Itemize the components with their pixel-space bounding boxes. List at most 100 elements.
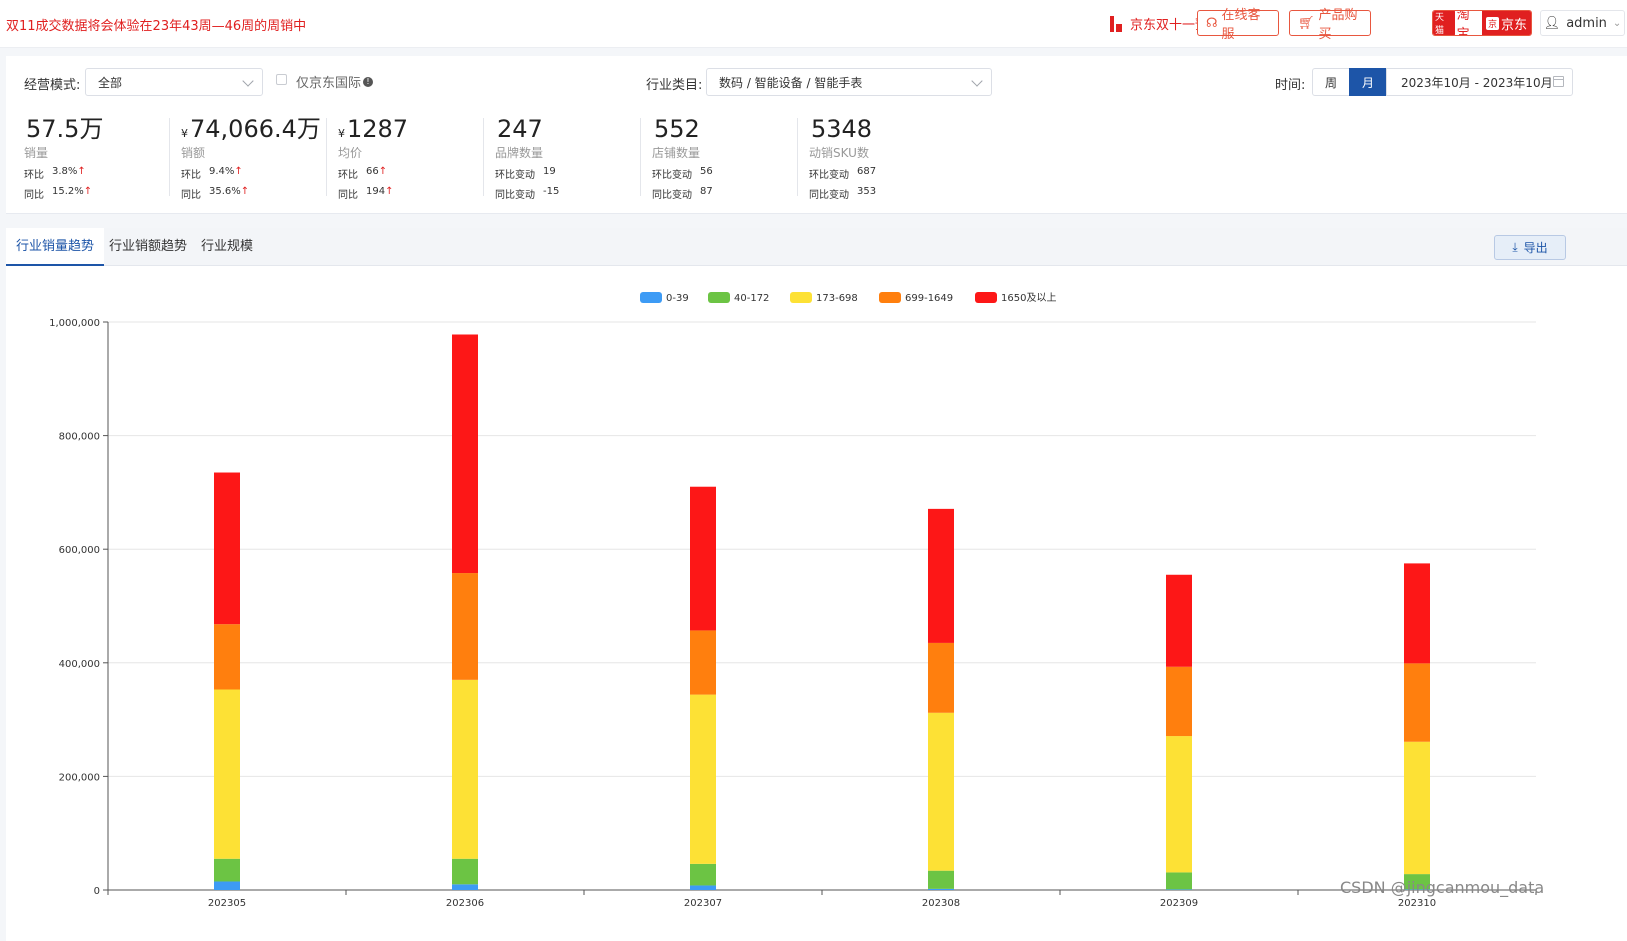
arrow-up-icon: ↑ — [234, 166, 243, 177]
bar-segment — [1404, 741, 1430, 875]
info-icon[interactable]: ! — [363, 76, 374, 87]
bar-segment — [1404, 874, 1430, 890]
platform-taobao-label: 淘宝 — [1456, 10, 1470, 36]
kpi-mom-number: 66 — [366, 166, 379, 177]
bar-segment — [690, 630, 716, 695]
kpi-divider — [326, 118, 327, 196]
kpi-mom-value: 687 — [857, 166, 876, 181]
jd-intl-text: 仅京东国际 — [296, 76, 362, 91]
kpi-mom-number: 56 — [700, 166, 713, 177]
kpi-mom-label: 环比变动 — [495, 170, 535, 181]
kpi-yoy: 同比 15.2%↑ — [24, 186, 103, 201]
kpi-mom-value: 56 — [700, 166, 713, 181]
kpi-yoy: 同比变动 353 — [809, 186, 876, 201]
kpi-label: 品牌数量 — [495, 146, 544, 160]
kpi-mom: 环比 9.4%↑ — [181, 166, 321, 181]
legend-label: 1650及以上 — [1001, 292, 1056, 304]
chevron-down-icon — [242, 75, 254, 87]
kpi-mom: 环比 66↑ — [338, 166, 408, 181]
kpi-yoy-label: 同比 — [24, 190, 44, 201]
currency-symbol: ¥ — [338, 127, 345, 140]
kpi-label: 动销SKU数 — [809, 146, 869, 160]
tab-sales-amount-trend[interactable]: 行业销额趋势 — [109, 239, 188, 254]
kpi-yoy-label: 同比变动 — [652, 190, 692, 201]
kpi-yoy-number: 15.2% — [52, 186, 84, 197]
kpi-value: 247 — [495, 114, 559, 144]
kpi-yoy-label: 同比 — [338, 190, 358, 201]
x-tick-label: 202306 — [446, 898, 484, 909]
mode-select[interactable]: 全部 — [85, 68, 263, 96]
bar-segment — [452, 679, 478, 859]
kpi-value: 5348 — [809, 114, 876, 144]
kpi-mom-label: 环比变动 — [809, 170, 849, 181]
bar-segment — [1404, 563, 1430, 664]
kpi-mom-label: 环比 — [24, 170, 44, 181]
category-value: 数码 / 智能设备 / 智能手表 — [719, 75, 863, 90]
bar-segment — [452, 884, 478, 890]
tmall-icon: 天猫 — [1433, 11, 1455, 35]
bar-segment — [1166, 574, 1192, 667]
platform-jd[interactable]: 京 京东 — [1482, 11, 1531, 35]
export-button[interactable]: ⤓ 导出 — [1494, 235, 1566, 260]
kpi-yoy: 同比 35.6%↑ — [181, 186, 321, 201]
kpi-yoy: 同比变动 -15 — [495, 186, 559, 201]
arrow-up-icon: ↑ — [385, 186, 394, 197]
legend-label: 0-39 — [666, 293, 689, 304]
kpi-mom-label: 环比变动 — [652, 170, 692, 181]
arrow-up-icon: ↑ — [77, 166, 86, 177]
filter-bar: 经营模式: 全部 仅京东国际 ! 行业类目: 数码 / 智能设备 / 智能手表 … — [6, 56, 1627, 114]
category-select[interactable]: 数码 / 智能设备 / 智能手表 — [706, 68, 992, 96]
export-label: 导出 — [1523, 241, 1548, 255]
tab-sales-volume-trend[interactable]: 行业销量趋势 — [6, 228, 105, 266]
kpi-value: 552 — [652, 114, 713, 144]
cart-icon: 🛒︎ — [1298, 15, 1315, 31]
online-service-button[interactable]: ☊ 在线客服 — [1197, 8, 1279, 42]
x-tick-label: 202305 — [208, 898, 246, 909]
bar-segment — [690, 694, 716, 864]
jd-logo-icon — [1110, 15, 1124, 32]
y-tick-label: 1,000,000 — [49, 318, 100, 329]
kpi-mom-value: 66↑ — [366, 166, 387, 181]
kpi-yoy-number: 87 — [700, 186, 713, 197]
kpi-yoy-number: 194 — [366, 186, 386, 197]
kpi-yoy-number: -15 — [543, 186, 560, 197]
kpi-card: 552 店铺数量 环比变动 56 同比变动 87 — [652, 114, 713, 201]
month-toggle[interactable]: 月 — [1349, 68, 1387, 96]
arrow-up-icon: ↑ — [240, 186, 250, 197]
kpi-yoy-value: 15.2%↑ — [52, 186, 92, 201]
platform-taobao[interactable]: 天猫 淘宝 — [1433, 11, 1482, 35]
bar-segment — [214, 881, 240, 890]
stacked-bar-chart: 0 200,000 400,000 600,000 800,000 1,000,000 20… — [49, 292, 1537, 909]
x-tick-label: 202307 — [684, 898, 722, 909]
category-label: 行业类目: — [646, 78, 703, 93]
kpi-yoy-value: 35.6%↑ — [209, 186, 249, 201]
jd-intl-checkbox[interactable] — [276, 74, 287, 85]
kpi-mom-number: 687 — [857, 166, 877, 177]
legend-swatch — [790, 292, 812, 303]
kpi-card: 247 品牌数量 环比变动 19 同比变动 -15 — [495, 114, 559, 201]
kpi-mom-number: 9.4% — [209, 166, 235, 177]
kpi-yoy-number: 353 — [857, 186, 877, 197]
x-tick-label: 202308 — [922, 898, 960, 909]
bar-segment — [928, 888, 954, 890]
mode-value: 全部 — [98, 75, 123, 90]
legend-swatch — [708, 292, 730, 303]
kpi-mom-label: 环比 — [338, 170, 358, 181]
kpi-value: ¥1287 — [338, 114, 408, 144]
bar-segment — [1166, 872, 1192, 890]
bar-segment — [214, 689, 240, 859]
kpi-yoy-value: 194↑ — [366, 186, 393, 201]
legend-label: 173-698 — [816, 293, 858, 304]
bar-segment — [1404, 889, 1430, 890]
date-range-picker[interactable]: 2023年10月 - 2023年10月 — [1386, 68, 1573, 96]
download-icon: ⤓ — [1512, 240, 1518, 254]
kpi-number: 1287 — [347, 115, 409, 143]
kpi-mom-value: 3.8%↑ — [52, 166, 86, 181]
week-toggle[interactable]: 周 — [1312, 68, 1350, 96]
kpi-divider — [640, 118, 641, 196]
user-menu[interactable]: 👤︎ admin ⌄ — [1540, 10, 1625, 36]
bar-segment — [928, 642, 954, 713]
tab-industry-scale[interactable]: 行业规模 — [201, 239, 254, 254]
buy-product-button[interactable]: 🛒︎ 产品购买 — [1289, 8, 1371, 42]
chevron-down-icon: ⌄ — [1612, 17, 1622, 29]
